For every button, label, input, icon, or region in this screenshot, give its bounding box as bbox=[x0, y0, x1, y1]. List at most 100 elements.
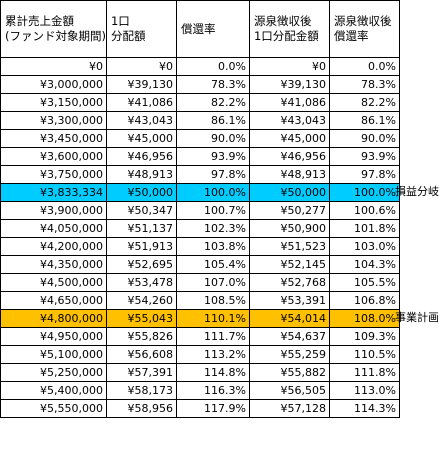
cell-net-distribution: ¥51,523 bbox=[248, 237, 330, 256]
cell-sales: ¥3,600,000 bbox=[0, 147, 107, 166]
table-row: ¥3,900,000 ¥50,347 100.7% ¥50,277 100.6% bbox=[0, 201, 400, 220]
cell-distribution: ¥0 bbox=[105, 57, 177, 76]
cell-rate: 82.2% bbox=[175, 93, 250, 112]
table-row: ¥0 ¥0 0.0% ¥0 0.0% bbox=[0, 57, 400, 76]
cell-net-rate: 110.5% bbox=[328, 345, 400, 364]
cell-sales: ¥5,100,000 bbox=[0, 345, 107, 364]
cell-distribution: ¥41,086 bbox=[105, 93, 177, 112]
cell-rate: 97.8% bbox=[175, 165, 250, 184]
cell-net-distribution: ¥52,768 bbox=[248, 273, 330, 292]
cell-sales: ¥3,450,000 bbox=[0, 129, 107, 148]
cell-sales: ¥3,900,000 bbox=[0, 201, 107, 220]
cell-net-distribution: ¥52,145 bbox=[248, 255, 330, 274]
cell-rate: 100.0% bbox=[175, 183, 250, 202]
cell-distribution: ¥46,956 bbox=[105, 147, 177, 166]
table-row: ¥3,750,000 ¥48,913 97.8% ¥48,913 97.8% bbox=[0, 165, 400, 184]
cell-net-distribution: ¥53,391 bbox=[248, 291, 330, 310]
cell-sales: ¥3,750,000 bbox=[0, 165, 107, 184]
cell-distribution: ¥58,956 bbox=[105, 399, 177, 418]
cell-sales: ¥5,250,000 bbox=[0, 363, 107, 382]
cell-net-rate: 78.3% bbox=[328, 75, 400, 94]
cell-sales: ¥4,800,000 bbox=[0, 309, 107, 328]
cell-sales: ¥5,400,000 bbox=[0, 381, 107, 400]
cell-net-rate: 97.8% bbox=[328, 165, 400, 184]
cell-rate: 102.3% bbox=[175, 219, 250, 238]
cell-net-rate: 105.5% bbox=[328, 273, 400, 292]
cell-net-distribution: ¥50,277 bbox=[248, 201, 330, 220]
table-row: ¥4,500,000 ¥53,478 107.0% ¥52,768 105.5% bbox=[0, 273, 400, 292]
cell-net-distribution: ¥45,000 bbox=[248, 129, 330, 148]
cell-net-distribution: ¥48,913 bbox=[248, 165, 330, 184]
cell-net-rate: 101.8% bbox=[328, 219, 400, 238]
cell-distribution: ¥50,000 bbox=[105, 183, 177, 202]
cell-distribution: ¥55,826 bbox=[105, 327, 177, 346]
cell-net-distribution: ¥46,956 bbox=[248, 147, 330, 166]
cell-rate: 117.9% bbox=[175, 399, 250, 418]
cell-net-rate: 82.2% bbox=[328, 93, 400, 112]
table-row: ¥5,250,000 ¥57,391 114.8% ¥55,882 111.8% bbox=[0, 363, 400, 382]
cell-net-rate: 111.8% bbox=[328, 363, 400, 382]
cell-rate: 93.9% bbox=[175, 147, 250, 166]
cell-net-rate: 108.0% bbox=[328, 309, 400, 328]
cell-sales: ¥3,000,000 bbox=[0, 75, 107, 94]
cell-distribution: ¥54,260 bbox=[105, 291, 177, 310]
cell-net-rate: 86.1% bbox=[328, 111, 400, 130]
cell-rate: 111.7% bbox=[175, 327, 250, 346]
table-row: ¥4,650,000 ¥54,260 108.5% ¥53,391 106.8% bbox=[0, 291, 400, 310]
cell-sales: ¥4,350,000 bbox=[0, 255, 107, 274]
cell-rate: 110.1% bbox=[175, 309, 250, 328]
cell-rate: 116.3% bbox=[175, 381, 250, 400]
cell-net-distribution: ¥43,043 bbox=[248, 111, 330, 130]
cell-net-distribution: ¥0 bbox=[248, 57, 330, 76]
cell-rate: 100.7% bbox=[175, 201, 250, 220]
cell-rate: 114.8% bbox=[175, 363, 250, 382]
cell-net-rate: 90.0% bbox=[328, 129, 400, 148]
cell-distribution: ¥53,478 bbox=[105, 273, 177, 292]
table-row: ¥4,800,000 ¥55,043 110.1% ¥54,014 108.0% bbox=[0, 309, 400, 328]
cell-rate: 108.5% bbox=[175, 291, 250, 310]
cell-net-rate: 114.3% bbox=[328, 399, 400, 418]
cell-distribution: ¥43,043 bbox=[105, 111, 177, 130]
cell-distribution: ¥56,608 bbox=[105, 345, 177, 364]
cell-sales: ¥4,650,000 bbox=[0, 291, 107, 310]
table-row: ¥3,150,000 ¥41,086 82.2% ¥41,086 82.2% bbox=[0, 93, 400, 112]
table-row: ¥3,833,334 ¥50,000 100.0% ¥50,000 100.0% bbox=[0, 183, 400, 202]
cell-distribution: ¥50,347 bbox=[105, 201, 177, 220]
cell-rate: 78.3% bbox=[175, 75, 250, 94]
cell-sales: ¥3,833,334 bbox=[0, 183, 107, 202]
table-row: ¥4,350,000 ¥52,695 105.4% ¥52,145 104.3% bbox=[0, 255, 400, 274]
cell-rate: 113.2% bbox=[175, 345, 250, 364]
cell-net-distribution: ¥50,000 bbox=[248, 183, 330, 202]
cell-net-distribution: ¥54,014 bbox=[248, 309, 330, 328]
cell-net-distribution: ¥56,505 bbox=[248, 381, 330, 400]
cell-net-rate: 100.0% bbox=[328, 183, 400, 202]
cell-net-rate: 100.6% bbox=[328, 201, 400, 220]
cell-sales: ¥4,050,000 bbox=[0, 219, 107, 238]
cell-distribution: ¥58,173 bbox=[105, 381, 177, 400]
business-plan-note: 事業計画 bbox=[395, 311, 439, 324]
cell-sales: ¥4,500,000 bbox=[0, 273, 107, 292]
cell-net-distribution: ¥55,259 bbox=[248, 345, 330, 364]
cell-net-distribution: ¥39,130 bbox=[248, 75, 330, 94]
cell-sales: ¥0 bbox=[0, 57, 107, 76]
header-distribution-per-unit: 1口 分配額 bbox=[105, 0, 177, 58]
table-row: ¥4,950,000 ¥55,826 111.7% ¥54,637 109.3% bbox=[0, 327, 400, 346]
table-row: ¥4,200,000 ¥51,913 103.8% ¥51,523 103.0% bbox=[0, 237, 400, 256]
header-redemption-rate: 償還率 bbox=[175, 0, 250, 58]
cell-distribution: ¥48,913 bbox=[105, 165, 177, 184]
distribution-table: 累計売上金額 (ファンド対象期間) 1口 分配額 償還率 源泉徴収後 1口分配金額 源… bbox=[0, 0, 400, 418]
cell-net-distribution: ¥54,637 bbox=[248, 327, 330, 346]
header-row: 累計売上金額 (ファンド対象期間) 1口 分配額 償還率 源泉徴収後 1口分配金額 源… bbox=[0, 0, 400, 58]
header-net-distribution: 源泉徴収後 1口分配金額 bbox=[248, 0, 330, 58]
header-cumulative-sales: 累計売上金額 (ファンド対象期間) bbox=[0, 0, 107, 58]
table-row: ¥5,400,000 ¥58,173 116.3% ¥56,505 113.0% bbox=[0, 381, 400, 400]
cell-net-rate: 93.9% bbox=[328, 147, 400, 166]
table-row: ¥5,550,000 ¥58,956 117.9% ¥57,128 114.3% bbox=[0, 399, 400, 418]
cell-net-distribution: ¥55,882 bbox=[248, 363, 330, 382]
cell-sales: ¥5,550,000 bbox=[0, 399, 107, 418]
cell-rate: 0.0% bbox=[175, 57, 250, 76]
table-row: ¥3,000,000 ¥39,130 78.3% ¥39,130 78.3% bbox=[0, 75, 400, 94]
cell-net-rate: 0.0% bbox=[328, 57, 400, 76]
cell-net-rate: 104.3% bbox=[328, 255, 400, 274]
breakeven-note: 損益分岐 bbox=[395, 185, 439, 198]
